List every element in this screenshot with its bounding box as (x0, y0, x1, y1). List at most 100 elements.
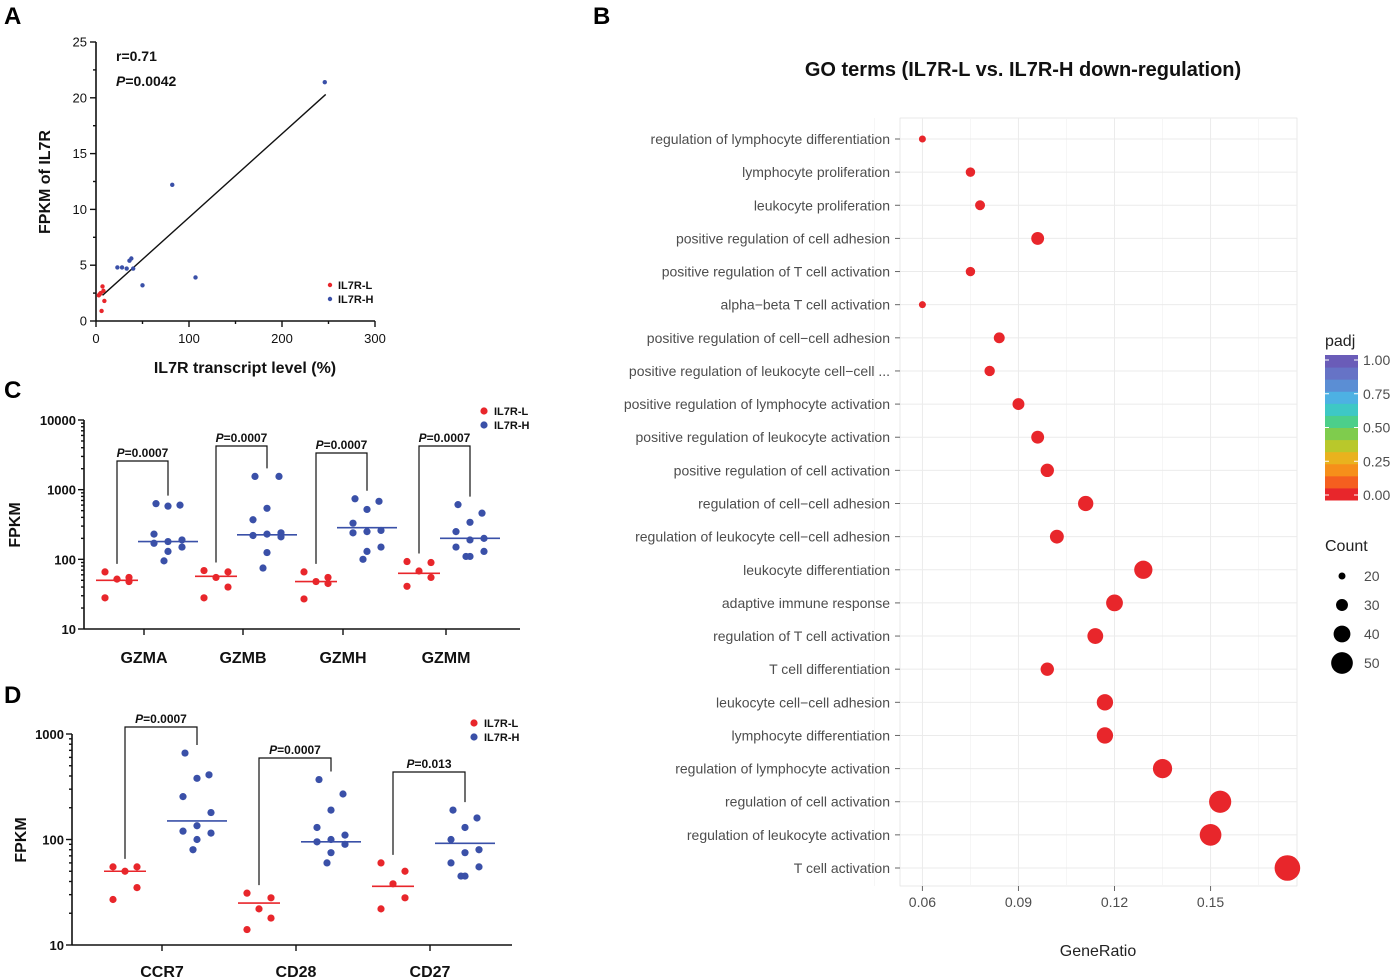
c-point-il7r-l (125, 577, 133, 586)
a-point-il7r-h (140, 283, 145, 288)
d-significance-bracket (124, 726, 198, 859)
c-y-tick-label: 10000 (40, 413, 76, 428)
a-y-tick-label: 15 (73, 146, 87, 161)
c-point-il7r-h (249, 516, 257, 524)
a-point-il7r-l (102, 298, 107, 304)
c-legend-high-marker (480, 421, 488, 429)
d-point-il7r-l (255, 905, 263, 913)
b-count-legend-label: 20 (1364, 568, 1380, 584)
b-term-dot (1040, 662, 1054, 676)
d-p-number: =0.0007 (277, 743, 321, 757)
d-point-il7r-h (179, 793, 187, 801)
c-point-il7r-h (377, 526, 385, 535)
c-point-il7r-h (375, 497, 383, 505)
c-p-italic: P (216, 431, 225, 445)
d-point-il7r-h (475, 846, 483, 854)
c-point-il7r-h (462, 552, 470, 561)
d-point-il7r-h (313, 838, 321, 846)
d-point-il7r-h (193, 822, 201, 830)
b-term-label: positive regulation of T cell activation (662, 264, 890, 280)
b-term-dot (984, 365, 995, 377)
panel-label-b: B (593, 3, 610, 30)
b-term-dot (1040, 463, 1054, 478)
b-term-label: regulation of T cell activation (713, 628, 890, 644)
b-term-label: T cell differentiation (769, 661, 890, 677)
c-point-il7r-l (300, 595, 308, 603)
c-point-il7r-h (349, 529, 357, 537)
b-term-label: leukocyte differentiation (743, 562, 890, 578)
b-term-label: alpha−beta T cell activation (720, 297, 890, 313)
panel-label-d: D (4, 682, 21, 709)
d-point-il7r-h (189, 846, 197, 854)
b-term-dot (1209, 790, 1232, 813)
b-colorbar-label: 0.00 (1363, 487, 1390, 503)
d-point-il7r-l (109, 895, 117, 904)
d-p-value-label: P=0.0007 (269, 743, 321, 757)
b-term-label: positive regulation of leukocyte cell−ce… (629, 363, 890, 379)
panel-a-scatter: IL7R transcript level (%) FPKM of IL7R r… (37, 35, 386, 378)
b-term-label: regulation of cell activation (725, 794, 890, 810)
b-count-legend-label: 30 (1364, 597, 1380, 613)
c-point-il7r-l (224, 568, 232, 576)
d-point-il7r-l (377, 905, 385, 913)
b-term-dot (1049, 529, 1064, 544)
a-point-il7r-h (115, 265, 120, 270)
c-point-il7r-h (164, 502, 172, 510)
b-term-label: positive regulation of leukocyte activat… (636, 429, 890, 445)
c-point-il7r-h (160, 557, 168, 565)
d-point-il7r-h (313, 823, 321, 832)
b-term-dot (965, 266, 976, 277)
c-point-il7r-h (377, 543, 385, 551)
d-point-il7r-h (181, 749, 189, 757)
c-point-il7r-h (277, 533, 285, 541)
a-r-annotation: r=0.71 (116, 48, 157, 64)
b-term-dot (1096, 694, 1114, 711)
b-term-label: positive regulation of cell adhesion (676, 230, 890, 246)
c-p-value-label: P=0.0007 (216, 431, 268, 445)
a-x-tick-label: 0 (92, 331, 99, 346)
a-p-italic: P (116, 73, 126, 89)
b-colorbar-segment (1325, 367, 1358, 380)
a-point-il7r-h (193, 275, 198, 280)
d-legend-low-label: IL7R-L (484, 718, 519, 730)
b-plot-panel (899, 117, 1298, 887)
d-point-il7r-h (457, 872, 465, 880)
panel-c-granzyme-plot: FPKM IL7R-L IL7R-H 10100100010000GZMAP=0… (7, 406, 530, 667)
b-term-dot (1031, 231, 1045, 245)
b-colorbar-label: 1.00 (1363, 352, 1390, 368)
c-point-il7r-l (200, 566, 208, 575)
c-point-il7r-h (480, 547, 488, 555)
b-term-label: T cell activation (794, 860, 890, 876)
d-p-italic: P (406, 757, 415, 771)
b-colorbar-label: 0.75 (1363, 386, 1390, 402)
c-point-il7r-h (359, 555, 367, 563)
b-term-dot (1199, 824, 1222, 846)
c-point-il7r-l (224, 583, 232, 591)
d-point-il7r-h (449, 806, 457, 814)
b-colorbar-label: 0.25 (1363, 453, 1390, 469)
a-point-il7r-l (101, 288, 106, 294)
c-point-il7r-h (176, 501, 184, 509)
c-point-il7r-l (101, 568, 109, 576)
c-point-il7r-h (259, 564, 267, 572)
c-point-il7r-l (324, 579, 332, 588)
c-significance-bracket (215, 445, 268, 563)
c-point-il7r-l (415, 567, 423, 575)
d-point-il7r-h (193, 835, 201, 844)
a-point-il7r-h (322, 79, 327, 85)
c-point-il7r-h (152, 500, 160, 508)
b-term-dot (1096, 727, 1114, 744)
b-colorbar-segment (1325, 355, 1358, 368)
b-term-label: positive regulation of cell−cell adhesio… (647, 330, 890, 346)
c-point-il7r-h (263, 530, 271, 538)
a-y-tick-label: 25 (73, 35, 87, 50)
b-term-label: regulation of leukocyte activation (687, 827, 890, 843)
c-point-il7r-h (478, 509, 486, 517)
a-point-il7r-h (131, 266, 136, 271)
d-point-il7r-l (109, 863, 117, 871)
b-xlabel: GeneRatio (1060, 943, 1137, 960)
c-p-italic: P (117, 446, 126, 460)
c-point-il7r-l (324, 573, 332, 582)
d-p-italic: P (135, 712, 144, 726)
d-point-il7r-h (327, 849, 335, 857)
